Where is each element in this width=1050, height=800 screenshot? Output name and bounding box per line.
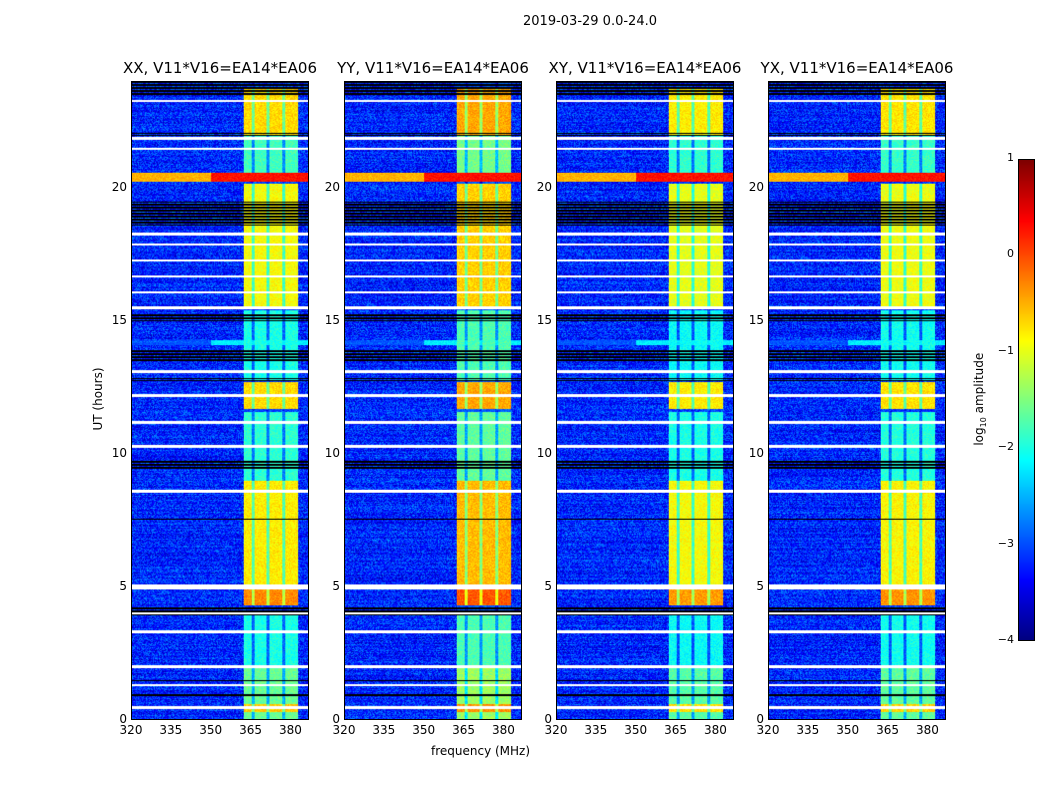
colorbar-label-sub: 10 — [979, 417, 989, 428]
x-tick-label: 335 — [796, 723, 820, 737]
y-tick-label: 20 — [111, 179, 127, 194]
x-tick-label: 350 — [624, 723, 648, 737]
y-tick-label: 15 — [536, 312, 552, 327]
y-tick-label: 0 — [332, 712, 340, 726]
x-tick-label: 350 — [199, 723, 223, 737]
x-tick-label: 350 — [836, 723, 860, 737]
x-tick-label: 365 — [664, 723, 687, 737]
y-axis-label: UT (hours) — [91, 367, 105, 431]
colorbar-label-rest: amplitude — [971, 352, 986, 418]
x-tick-label: 320 — [119, 723, 143, 737]
y-tick-label: 0 — [756, 712, 764, 726]
spectrogram-panel — [344, 81, 522, 720]
x-tick-label: 350 — [412, 723, 436, 737]
y-tick-label: 15 — [324, 312, 340, 327]
panel-title: YX, V11*V16=EA14*EA06 — [760, 59, 954, 77]
x-tick-label: 320 — [332, 723, 356, 737]
x-tick-label: 320 — [756, 723, 780, 737]
y-tick-label: 10 — [324, 445, 340, 460]
y-tick-label: 15 — [111, 312, 127, 327]
x-tick-label: 335 — [159, 723, 183, 737]
colorbar — [1018, 159, 1035, 641]
y-tick-label: 20 — [748, 179, 764, 194]
spectrogram-panel — [768, 81, 946, 720]
panel-title: XY, V11*V16=EA14*EA06 — [548, 59, 742, 77]
y-tick-label: 20 — [324, 179, 340, 194]
spectrogram-panel — [131, 81, 309, 720]
colorbar-tick-label: 1 — [1007, 151, 1014, 164]
x-tick-label: 380 — [915, 723, 939, 737]
y-tick-label: 15 — [748, 312, 764, 327]
y-tick-label: 5 — [332, 578, 340, 593]
colorbar-tick-label: −3 — [997, 536, 1014, 550]
y-tick-label: 0 — [119, 712, 127, 726]
x-tick-label: 380 — [491, 723, 515, 737]
x-tick-label: 380 — [278, 723, 302, 737]
x-tick-label: 335 — [372, 723, 396, 737]
spectrogram-panel — [556, 81, 734, 720]
colorbar-tick-label: 0 — [1007, 247, 1014, 261]
y-tick-label: 5 — [756, 578, 764, 593]
x-tick-label: 365 — [452, 723, 475, 737]
x-tick-label: 320 — [544, 723, 568, 737]
y-tick-label: 20 — [536, 179, 552, 194]
colorbar-label: log10 amplitude — [972, 344, 988, 454]
panel-title: YY, V11*V16=EA14*EA06 — [337, 59, 529, 77]
y-tick-label: 5 — [544, 578, 552, 593]
y-tick-label: 10 — [748, 445, 764, 460]
x-tick-label: 335 — [584, 723, 608, 737]
colorbar-tick-label: −1 — [997, 343, 1014, 357]
y-tick-label: 10 — [536, 445, 552, 460]
colorbar-tick-label: −4 — [997, 633, 1014, 646]
x-tick-label: 365 — [239, 723, 262, 737]
y-tick-label: 10 — [111, 445, 127, 460]
figure-suptitle: 2019-03-29 0.0-24.0 — [523, 14, 657, 29]
colorbar-tick-label: −2 — [997, 440, 1014, 454]
x-axis-label: frequency (MHz) — [431, 744, 531, 758]
y-tick-label: 5 — [119, 578, 127, 593]
x-tick-label: 380 — [703, 723, 727, 737]
y-tick-label: 0 — [544, 712, 552, 726]
x-tick-label: 365 — [876, 723, 899, 737]
panel-title: XX, V11*V16=EA14*EA06 — [122, 59, 317, 77]
